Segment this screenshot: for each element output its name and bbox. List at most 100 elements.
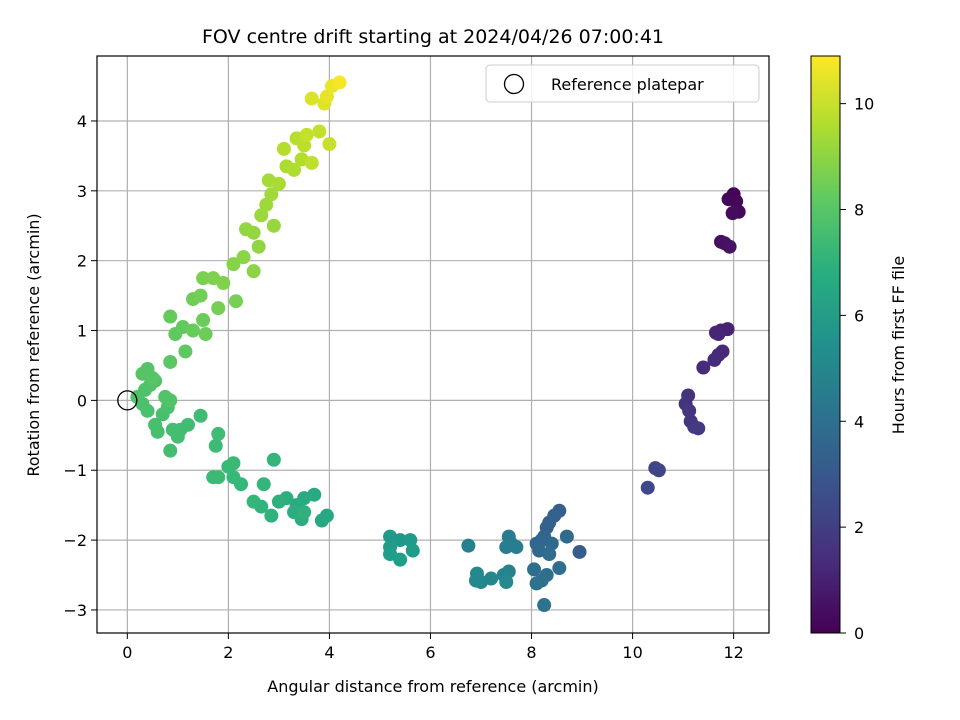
data-point	[729, 194, 744, 209]
data-point	[163, 309, 178, 324]
data-points	[130, 75, 746, 613]
data-point	[572, 544, 587, 559]
x-tick-label: 0	[122, 643, 132, 662]
data-point	[208, 438, 223, 453]
data-point	[297, 505, 312, 520]
data-point	[468, 573, 483, 588]
data-point	[527, 562, 542, 577]
data-point	[314, 513, 329, 528]
data-point	[226, 257, 241, 272]
data-point	[722, 239, 737, 254]
x-tick-label: 10	[622, 643, 642, 662]
data-point	[266, 218, 281, 233]
y-tick-label: 2	[77, 252, 87, 271]
data-point	[246, 494, 261, 509]
data-point	[228, 294, 243, 309]
data-point	[509, 540, 524, 555]
x-tick-label: 12	[723, 643, 743, 662]
data-point	[163, 354, 178, 369]
data-point	[216, 276, 231, 291]
data-point	[299, 127, 314, 142]
data-point	[711, 327, 726, 342]
legend-marker-reference	[503, 73, 525, 95]
data-point	[226, 470, 241, 485]
data-point	[304, 155, 319, 170]
colorbar-label: Hours from first FF file	[889, 256, 908, 435]
data-point	[198, 327, 213, 342]
plot-frame	[96, 55, 770, 634]
data-point	[640, 480, 655, 495]
data-point	[691, 421, 706, 436]
chart-title: FOV centre drift starting at 2024/04/26 …	[202, 26, 664, 48]
legend-entry-reference: Reference platepar	[551, 75, 704, 94]
data-point	[682, 403, 697, 418]
y-axis-label: Rotation from reference (arcmin)	[24, 213, 43, 476]
data-point	[178, 344, 193, 359]
data-point	[393, 533, 408, 548]
data-point	[266, 452, 281, 467]
data-point	[246, 264, 261, 279]
grid-lines	[97, 56, 769, 633]
data-point	[271, 176, 286, 191]
y-axis-ticks: −3 −2 −1 0 1 2 3 4	[63, 112, 97, 620]
x-tick-label: 6	[425, 643, 435, 662]
data-point	[264, 187, 279, 202]
data-point	[193, 288, 208, 303]
data-point	[259, 197, 274, 212]
x-tick-label: 2	[223, 643, 233, 662]
y-tick-label: 4	[77, 112, 87, 131]
data-point	[145, 371, 160, 386]
colorbar-tick-label: 4	[854, 412, 864, 431]
data-point	[148, 417, 163, 432]
data-point	[393, 552, 408, 567]
colorbar: 0 2 4 6 8 10 Hours from first FF file	[810, 55, 908, 643]
colorbar-gradient	[810, 55, 841, 634]
data-point	[226, 456, 241, 471]
data-point	[725, 206, 740, 221]
data-point	[196, 271, 211, 286]
x-tick-label: 8	[526, 643, 536, 662]
data-point	[542, 547, 557, 562]
data-point	[186, 323, 200, 338]
data-point	[461, 538, 476, 553]
data-point	[322, 137, 337, 152]
colorbar-tick-label: 6	[854, 306, 864, 325]
data-point	[254, 208, 269, 223]
data-point	[163, 393, 178, 408]
data-point	[276, 141, 291, 156]
x-tick-label: 4	[324, 643, 334, 662]
data-point	[312, 124, 327, 139]
data-point	[559, 529, 574, 544]
data-point	[287, 162, 302, 177]
x-axis-label: Angular distance from reference (arcmin)	[267, 677, 598, 696]
data-point	[170, 429, 185, 444]
data-point	[271, 494, 286, 509]
data-point	[246, 225, 261, 240]
x-axis-ticks: 0 2 4 6 8 10 12	[122, 633, 744, 662]
data-point	[499, 575, 514, 590]
colorbar-ticks: 0 2 4 6 8 10	[840, 95, 874, 643]
legend-box	[485, 64, 760, 103]
data-point	[163, 443, 178, 458]
reference-marker	[117, 390, 138, 411]
colorbar-tick-label: 8	[854, 201, 864, 220]
data-point	[193, 408, 208, 423]
reference-point	[117, 390, 138, 411]
data-point	[297, 138, 312, 153]
y-tick-label: −2	[63, 531, 87, 550]
data-point	[537, 598, 552, 613]
data-point	[405, 543, 420, 558]
data-point	[332, 75, 347, 90]
data-point	[206, 470, 221, 485]
colorbar-tick-label: 0	[854, 624, 864, 643]
data-point	[544, 536, 559, 551]
data-point	[236, 250, 251, 265]
data-point	[707, 352, 722, 367]
legend: Reference platepar	[485, 64, 760, 103]
data-point	[264, 508, 279, 523]
data-point	[529, 576, 544, 591]
y-tick-label: 3	[77, 182, 87, 201]
data-point	[196, 313, 211, 328]
data-point	[211, 426, 226, 441]
